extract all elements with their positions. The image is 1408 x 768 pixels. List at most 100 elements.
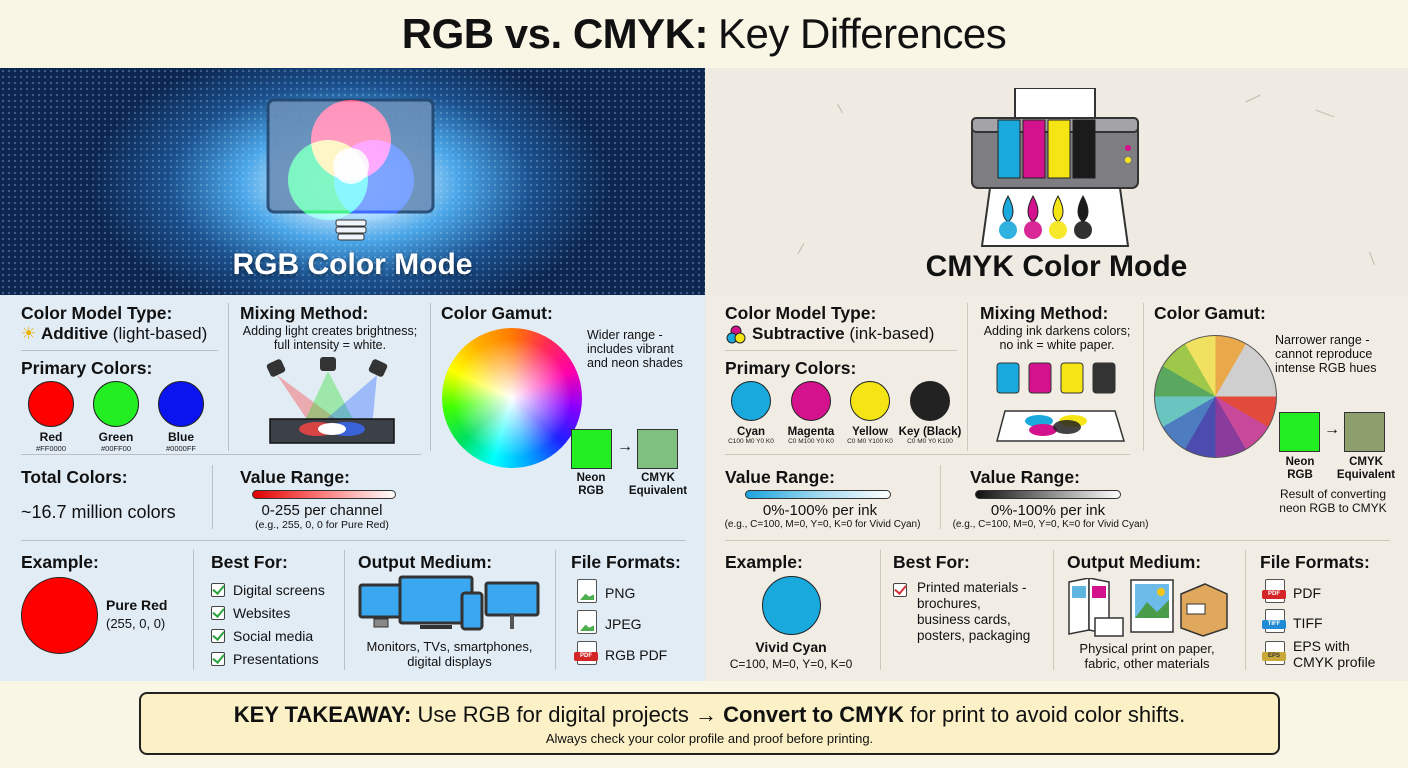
title-bold: RGB vs. CMYK: xyxy=(401,10,709,57)
checkbox-icon xyxy=(211,629,225,643)
cyan-gradient-bar xyxy=(745,490,891,499)
rgb-details-panel: Color Model Type: ☀ Additive (light-base… xyxy=(0,295,705,681)
sun-icon: ☀ xyxy=(21,324,37,343)
rgb-model-rest: (light-based) xyxy=(112,324,208,343)
black-swatch xyxy=(910,381,950,421)
cmyk-example-heading: Example: xyxy=(725,552,803,572)
neon-rgb-swatch xyxy=(1279,412,1320,452)
rgb-output-heading: Output Medium: xyxy=(358,552,493,572)
cmyk-equivalent-swatch xyxy=(637,429,678,469)
rgb-hero: RGB Color Mode xyxy=(0,68,705,295)
rgb-bestfor-heading: Best For: xyxy=(211,552,288,572)
black-gradient-bar xyxy=(975,490,1121,499)
cmyk-mixing-text: Adding ink darkens colors; no ink = whit… xyxy=(983,324,1131,352)
arrow-right-icon: → xyxy=(617,438,633,455)
rgb-model-bold: Additive xyxy=(40,324,109,343)
red-gradient-bar xyxy=(252,490,396,499)
total-colors-heading: Total Colors: xyxy=(21,467,128,487)
blue-label-group: Blue #0000FF xyxy=(165,430,197,453)
rgb-range-value: 0-255 per channel xyxy=(261,502,383,519)
rgb-mixing-heading: Mixing Method: xyxy=(240,303,369,323)
red-swatch xyxy=(28,381,74,427)
eps-file-icon: EPS xyxy=(1262,641,1286,665)
blue-swatch xyxy=(158,381,204,427)
format-png: PNG xyxy=(605,585,636,601)
spotlights-mixing-icon xyxy=(266,357,395,444)
takeaway-sub: Always check your color profile and proo… xyxy=(545,731,874,746)
cmyk-hero: CMYK Color Mode xyxy=(705,68,1408,295)
pdf-file-icon: PDF xyxy=(1262,579,1286,603)
cmyk-gamut-note: Narrower range - cannot reproduce intens… xyxy=(1275,333,1377,375)
rgb-example-name: Pure Red xyxy=(106,597,168,613)
cmyk-hero-label: CMYK Color Mode xyxy=(925,250,1188,283)
cyan-swatch xyxy=(731,381,771,421)
rgb-bestfor-list: Digital screens Websites Social media Pr… xyxy=(211,579,325,671)
cmyk-output-text: Physical print on paper, fabric, other m… xyxy=(1079,641,1215,671)
print-materials-icon xyxy=(1068,578,1228,637)
rgb-gamut-note: Wider range - includes vibrant and neon … xyxy=(587,328,683,370)
list-item: Websites xyxy=(211,602,325,625)
rgb-mixing-text: Adding light creates brightness; full in… xyxy=(242,324,418,352)
format-eps: EPS with CMYK profile xyxy=(1293,638,1376,670)
green-swatch xyxy=(93,381,139,427)
cmyk-range-heading-black: Value Range: xyxy=(970,467,1080,487)
cmyk-primary-heading: Primary Colors: xyxy=(725,358,857,378)
rgb-example-heading: Example: xyxy=(21,552,99,572)
cmyk-bestfor-text: Printed materials - brochures, business … xyxy=(917,580,1031,643)
cmyk-details-panel: Color Model Type: Subtractive (ink-based… xyxy=(705,295,1408,681)
cmyk-model-type-heading: Color Model Type: xyxy=(725,303,877,323)
pure-red-swatch xyxy=(21,577,98,654)
neon-rgb-swatch xyxy=(571,429,612,469)
cmyk-equivalent-swatch xyxy=(1344,412,1385,452)
cmyk-output-heading: Output Medium: xyxy=(1067,552,1202,572)
vivid-cyan-swatch xyxy=(762,576,821,635)
overlapping-circles-icon xyxy=(726,325,746,344)
takeaway-main: KEY TAKEAWAY: Use RGB for digital projec… xyxy=(233,702,1186,727)
checkbox-icon xyxy=(893,583,907,597)
cmyk-range-heading-cyan: Value Range: xyxy=(725,467,835,487)
title-rest: Key Differences xyxy=(718,10,1007,57)
total-colors-value: ~16.7 million colors xyxy=(21,502,176,522)
cmyk-color-wheel xyxy=(1154,335,1277,458)
checkbox-icon xyxy=(211,583,225,597)
image-file-icon xyxy=(577,610,597,634)
rgb-range-example: (e.g., 255, 0, 0 for Pure Red) xyxy=(255,519,389,531)
page-title: RGB vs. CMYK: Key Differences xyxy=(0,0,1408,68)
checkbox-icon xyxy=(211,606,225,620)
rgb-formats-heading: File Formats: xyxy=(571,552,681,572)
printer-icon xyxy=(971,88,1139,247)
list-item: Social media xyxy=(211,625,325,648)
list-item: Presentations xyxy=(211,648,325,671)
format-jpeg: JPEG xyxy=(605,616,642,632)
format-rgb-pdf: RGB PDF xyxy=(605,647,668,663)
cmyk-gamut-heading: Color Gamut: xyxy=(1154,303,1266,323)
cmyk-model-type-value: Subtractive (ink-based) xyxy=(752,324,935,343)
rgb-lightbulb-icon xyxy=(266,98,435,241)
green-label-group: Green #00FF00 xyxy=(98,430,134,453)
format-pdf: PDF xyxy=(1293,585,1321,601)
checkbox-icon xyxy=(211,652,225,666)
pdf-file-icon: PDF xyxy=(574,641,598,665)
cmyk-mixing-heading: Mixing Method: xyxy=(980,303,1109,323)
tiff-file-icon: TIFF xyxy=(1262,609,1286,633)
cmyk-gamut-caption: Result of converting neon RGB to CMYK xyxy=(1279,487,1387,515)
digital-devices-icon xyxy=(358,575,540,631)
image-file-icon xyxy=(577,579,597,603)
key-takeaway-box: KEY TAKEAWAY: Use RGB for digital projec… xyxy=(139,692,1280,755)
arrow-right-icon: → xyxy=(1324,421,1340,438)
rgb-gamut-heading: Color Gamut: xyxy=(441,303,553,323)
format-tiff: TIFF xyxy=(1293,615,1323,631)
cmyk-bestfor-heading: Best For: xyxy=(893,552,970,572)
rgb-color-wheel xyxy=(442,328,582,468)
list-item: Digital screens xyxy=(211,579,325,602)
rgb-model-type-heading: Color Model Type: xyxy=(21,303,173,323)
ink-jars-mixing-icon xyxy=(996,362,1126,442)
rgb-output-text: Monitors, TVs, smartphones, digital disp… xyxy=(366,639,533,669)
red-label-group: Red #FF0000 xyxy=(35,430,67,453)
rgb-hero-label: RGB Color Mode xyxy=(232,248,473,281)
rgb-example-value: (255, 0, 0) xyxy=(106,616,166,631)
cmyk-formats-heading: File Formats: xyxy=(1260,552,1370,572)
rgb-range-heading: Value Range: xyxy=(240,467,350,487)
yellow-swatch xyxy=(850,381,890,421)
magenta-swatch xyxy=(791,381,831,421)
